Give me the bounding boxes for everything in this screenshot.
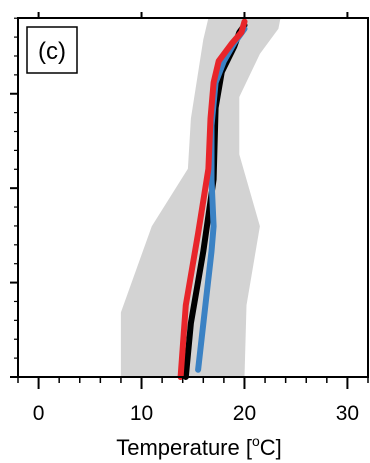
panel-label: (c) <box>38 38 66 65</box>
x-tick-label: 20 <box>233 402 256 425</box>
x-axis-title-suffix: C] <box>260 435 282 460</box>
ticks-layer: 0 10 20 30 <box>10 12 369 425</box>
series-line-red <box>177 18 248 380</box>
x-axis-title-prefix: Temperature [ <box>116 435 252 460</box>
plot-frame <box>17 17 369 378</box>
spread-band-layer <box>120 18 281 377</box>
x-axis-title: Temperature [oC] <box>116 433 282 460</box>
x-axis-title-degree: o <box>252 433 260 449</box>
series-layer <box>177 18 248 380</box>
x-tick-label: 30 <box>336 402 359 425</box>
spread-band <box>120 18 281 377</box>
x-tick-label: 0 <box>33 402 45 425</box>
x-tick-label: 10 <box>130 402 153 425</box>
panel-label-box: (c) <box>26 26 78 74</box>
